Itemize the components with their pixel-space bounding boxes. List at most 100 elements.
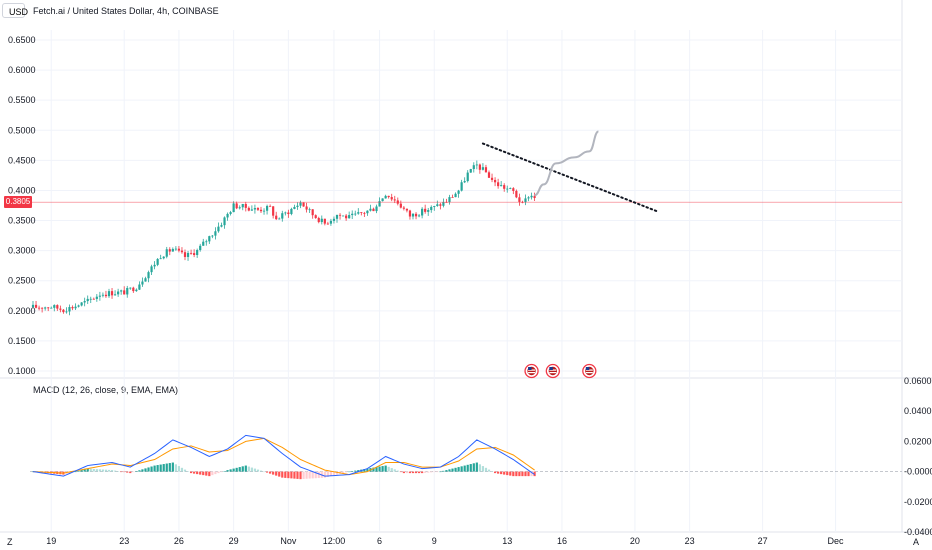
candle-body <box>430 206 433 211</box>
macd-histogram-bar <box>390 468 393 472</box>
candle-body <box>481 167 485 170</box>
macd-tick-label: 0.0600 <box>904 376 932 386</box>
candle-body <box>232 203 235 213</box>
candle-body <box>323 218 326 224</box>
macd-histogram-bar <box>372 467 375 472</box>
candle-body <box>378 201 381 207</box>
macd-histogram-bar <box>174 464 177 472</box>
candle-body <box>65 311 68 313</box>
timezone-button[interactable]: Z <box>7 537 13 547</box>
candle-body <box>469 169 472 173</box>
candle-body <box>466 172 469 182</box>
candle-body <box>186 252 190 257</box>
candle-body <box>509 188 512 189</box>
macd-label: MACD (12, 26, close, 9, EMA, EMA) <box>33 385 179 395</box>
candle-body <box>196 250 199 255</box>
currency-selector[interactable]: USD <box>2 3 28 18</box>
macd-histogram-bar <box>83 469 86 472</box>
candle-body <box>217 226 220 232</box>
candle-body <box>153 264 156 267</box>
macd-histogram-bar <box>460 466 463 472</box>
macd-histogram-bar <box>493 471 497 474</box>
candle-body <box>177 248 181 251</box>
candle-body <box>405 208 409 211</box>
time-tick-label: Nov <box>280 536 297 546</box>
candle-body <box>305 206 308 210</box>
macd-histogram-bar <box>463 465 466 472</box>
macd-histogram-bar <box>424 471 427 473</box>
time-tick-label: 6 <box>377 536 382 546</box>
macd-histogram-bar <box>381 466 384 472</box>
candle-body <box>335 214 339 219</box>
candle-body <box>34 304 38 308</box>
candle-body <box>62 309 65 313</box>
candle-body <box>138 284 141 290</box>
candle-body <box>320 218 323 223</box>
macd-histogram-bar <box>129 471 132 474</box>
candle-body <box>530 195 533 198</box>
candle-body <box>351 213 354 216</box>
candle-body <box>478 164 481 170</box>
candle-body <box>144 278 147 282</box>
macd-histogram-bar <box>220 471 223 473</box>
macd-histogram-bar <box>509 471 512 476</box>
macd-histogram-bar <box>445 470 448 472</box>
macd-histogram-bar <box>399 471 402 473</box>
candle-body <box>174 248 177 250</box>
macd-histogram-bar <box>332 471 336 476</box>
candle-body <box>493 179 497 183</box>
macd-histogram-bar <box>348 471 351 473</box>
time-axis: 19 23 26 29 Nov 12:00 6 9 13 16 20 23 27 Dec <box>46 536 844 546</box>
macd-histogram-bar <box>138 470 141 472</box>
macd-histogram-bar <box>241 466 244 472</box>
candle-body <box>86 298 89 302</box>
candle-body <box>314 215 317 219</box>
macd-histogram-bar <box>518 471 521 477</box>
candle-body <box>53 305 56 308</box>
macd-histogram-bar <box>357 470 360 472</box>
macd-histogram-bar <box>80 470 83 472</box>
price-tick-label: 0.1500 <box>8 336 36 346</box>
macd-histogram-bar <box>247 466 250 472</box>
candle-body <box>448 197 451 203</box>
candle-body <box>366 210 369 214</box>
macd-histogram-bar <box>323 471 326 478</box>
candle-body <box>439 204 442 206</box>
macd-histogram-bar <box>229 469 232 472</box>
candle-body <box>363 212 366 214</box>
time-tick-label: 9 <box>432 536 437 546</box>
macd-histogram-bar <box>272 471 275 475</box>
candle-body <box>95 296 98 299</box>
macd-histogram-bar <box>506 471 509 476</box>
macd-line <box>32 434 535 477</box>
candle-body <box>472 165 475 170</box>
price-tick-label: 0.4000 <box>8 185 36 195</box>
candle-body <box>399 203 402 208</box>
macd-histogram-bar <box>165 463 168 472</box>
candle-body <box>229 212 232 214</box>
candle-body <box>47 307 50 309</box>
candle-body <box>408 210 412 217</box>
candle-body <box>110 291 114 296</box>
macd-histogram-bar <box>156 465 159 472</box>
candle-body <box>402 207 405 209</box>
candle-body <box>463 181 466 183</box>
candle-body <box>89 298 92 300</box>
candle-body <box>433 206 436 207</box>
auto-scale-button[interactable]: A <box>913 537 920 547</box>
macd-histogram-bar <box>484 467 488 472</box>
macd-histogram-bar <box>354 470 357 472</box>
candle-body <box>302 202 305 207</box>
macd-histogram-bar <box>421 471 424 474</box>
macd-histogram-bar <box>296 471 299 479</box>
candle-body <box>287 212 290 215</box>
event-flag-stripe <box>585 372 593 374</box>
candle-body <box>381 198 384 202</box>
macd-histogram-bar <box>436 471 439 473</box>
candle-body <box>214 231 217 236</box>
candle-body <box>284 212 287 214</box>
macd-histogram-bar <box>177 466 181 472</box>
candle-body <box>293 206 296 209</box>
macd-tick-label: -0.0000 <box>904 467 932 477</box>
